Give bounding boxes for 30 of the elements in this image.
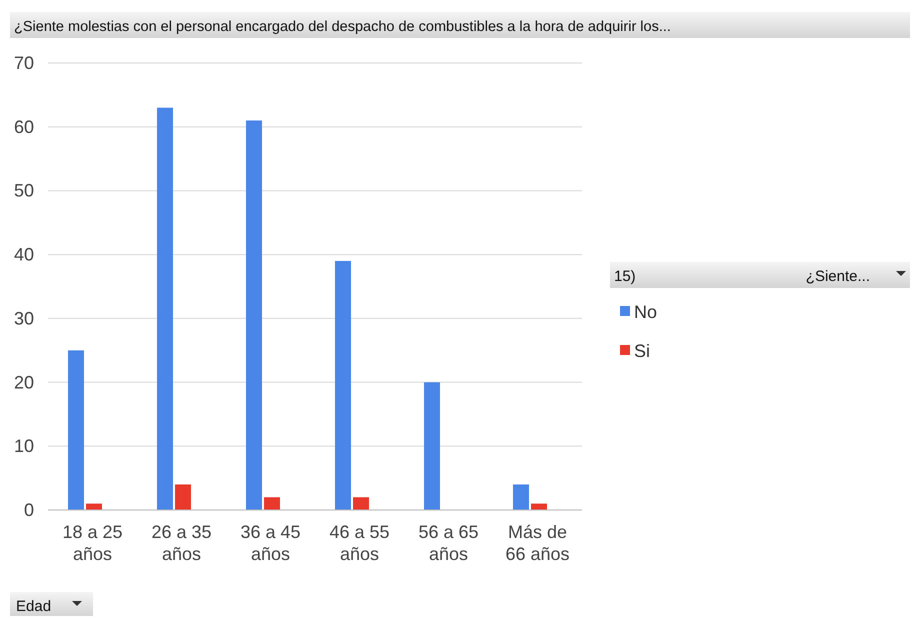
y-tick-label: 70 [14, 53, 34, 73]
y-tick-label: 0 [24, 500, 34, 520]
legend-label: No [634, 302, 658, 322]
x-tick-label: Más de 66 años [505, 522, 570, 564]
bar [531, 504, 547, 510]
bar [175, 484, 191, 510]
bar [86, 504, 102, 510]
chart-title: ¿Siente molestias con el personal encargado del despacho de combustibles a la hora de adquirir los... [14, 19, 671, 35]
x-tick-label: 36 a 45 años [240, 522, 301, 564]
bar [513, 484, 529, 510]
y-tick-label: 10 [14, 436, 34, 456]
y-tick-label: 60 [14, 116, 34, 137]
y-tick-label: 40 [14, 244, 34, 265]
y-tick-label: 50 [14, 180, 34, 201]
x-tick-label: 18 a 25 años [62, 522, 123, 564]
bar [157, 108, 173, 510]
bar [246, 120, 262, 510]
legend-label: Si [634, 341, 650, 361]
y-tick-label: 30 [14, 308, 34, 328]
bar [264, 497, 280, 510]
x-tick-label: 46 a 55 años [329, 522, 390, 564]
bar [335, 260, 351, 510]
text: 15) ¿Siente... [614, 268, 870, 285]
bar [353, 497, 369, 510]
y-tick-label: 20 [14, 372, 34, 392]
x-axis-title: Edad [16, 598, 52, 615]
x-tick-label: 56 a 65 años [418, 522, 479, 564]
x-tick-label: 26 a 35 años [151, 522, 212, 564]
bar [424, 382, 440, 510]
bar [68, 350, 84, 510]
